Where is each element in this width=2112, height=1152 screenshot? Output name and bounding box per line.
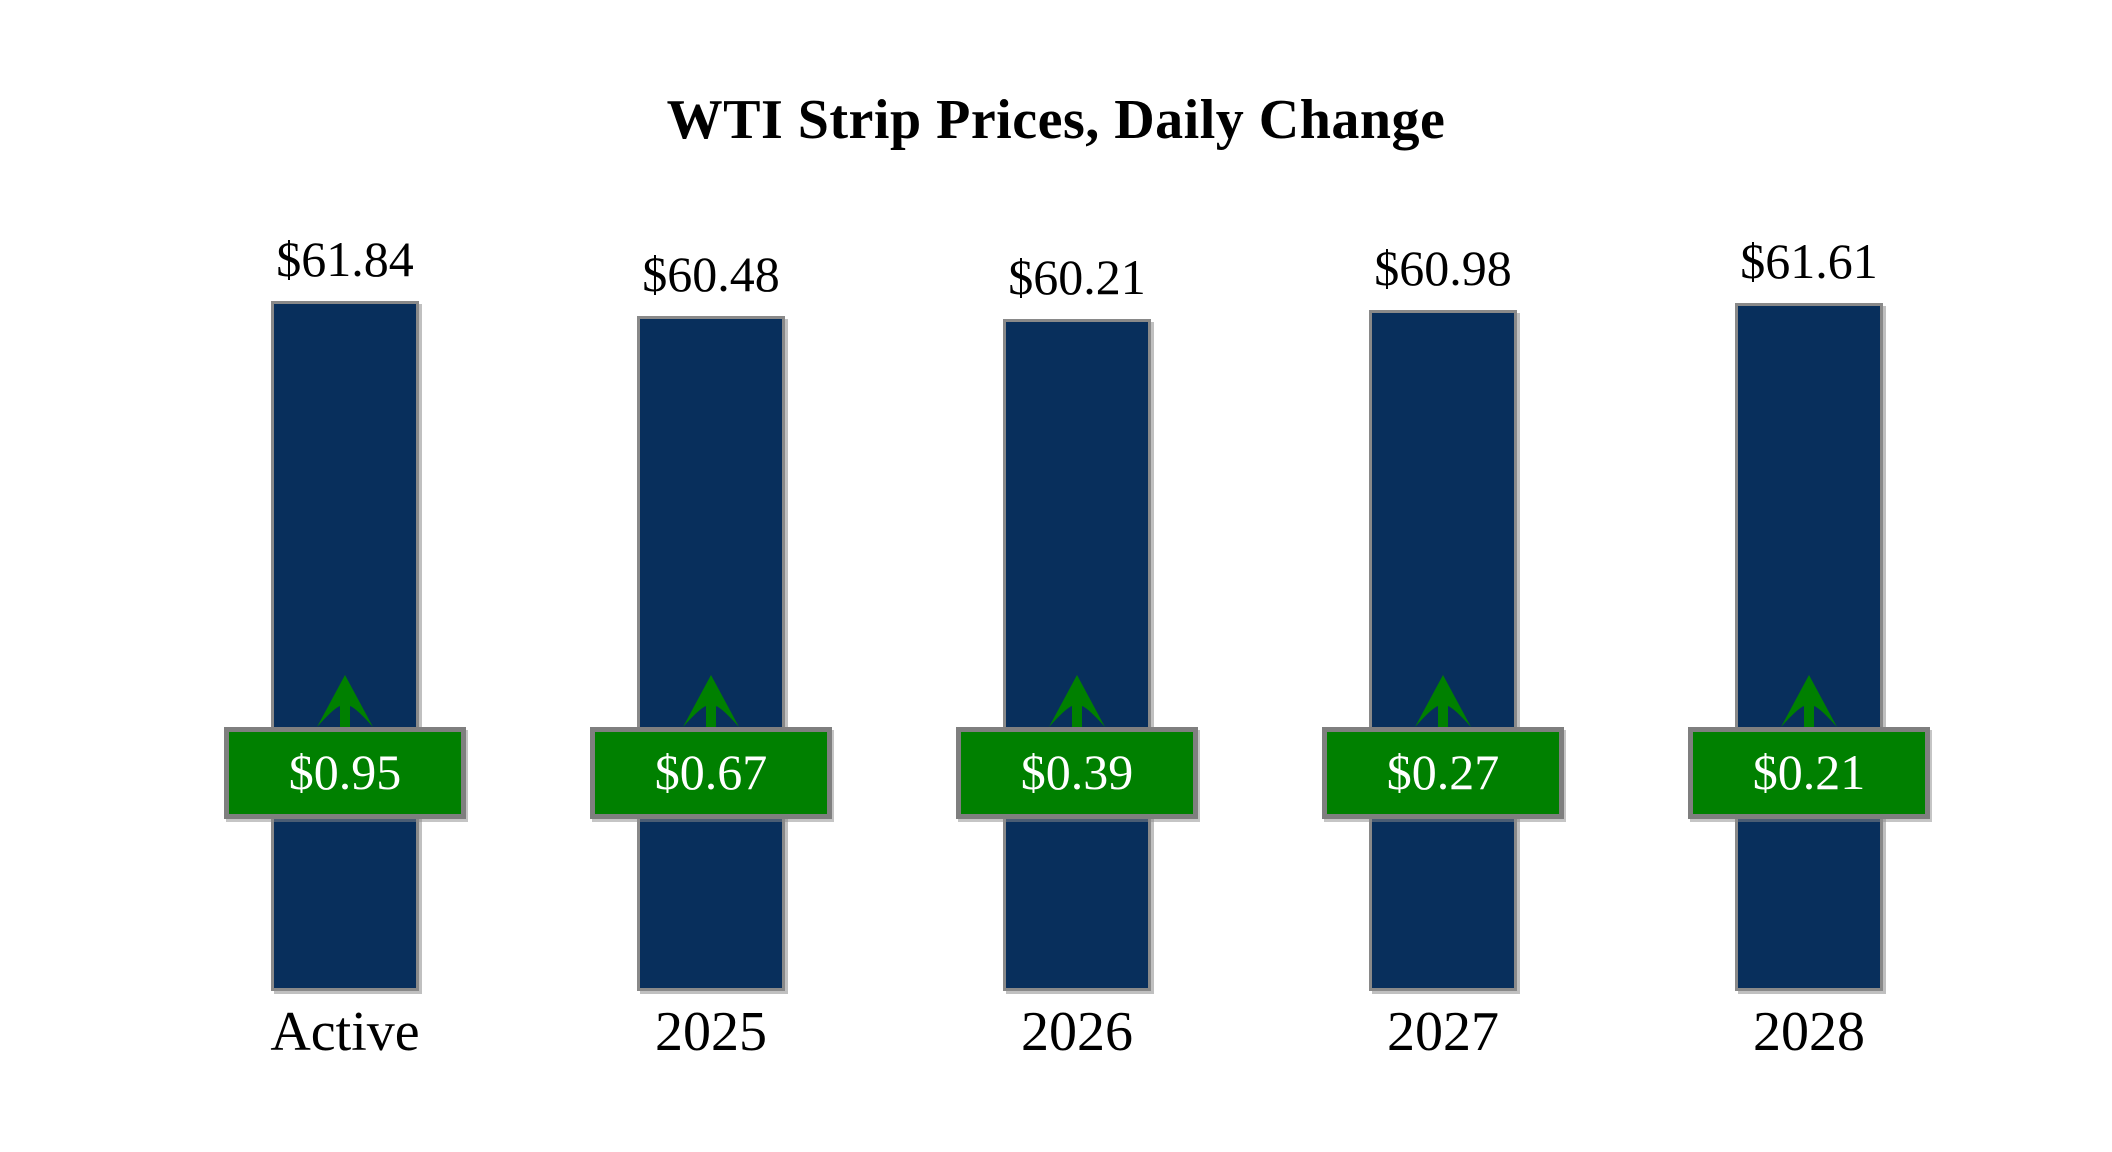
category-label: 2026 <box>1021 1001 1133 1063</box>
price-bar <box>1369 310 1517 991</box>
price-label: $60.48 <box>642 246 780 302</box>
change-badge: $0.27 <box>1322 727 1564 819</box>
change-badge: $0.39 <box>956 727 1198 819</box>
bar-column: $61.61 $0.21 2028 <box>1626 0 1992 1152</box>
price-bar <box>637 316 785 991</box>
category-label: 2027 <box>1387 1001 1499 1063</box>
price-label: $61.61 <box>1740 233 1878 289</box>
bar-column: $60.48 $0.67 2025 <box>528 0 894 1152</box>
price-bar <box>271 301 419 991</box>
change-badge: $0.21 <box>1688 727 1930 819</box>
price-bar <box>1735 303 1883 991</box>
bar-column: $60.98 $0.27 2027 <box>1260 0 1626 1152</box>
category-label: 2025 <box>655 1001 767 1063</box>
chart-title: WTI Strip Prices, Daily Change <box>666 89 1446 151</box>
change-label: $0.21 <box>1752 744 1866 800</box>
up-arrow-icon <box>1049 675 1105 731</box>
bar-column: $60.21 $0.39 2026 <box>894 0 1260 1152</box>
up-arrow-icon <box>683 675 739 731</box>
category-label: Active <box>270 1001 420 1063</box>
change-badge: $0.67 <box>590 727 832 819</box>
up-arrow-icon <box>1781 675 1837 731</box>
change-label: $0.39 <box>1020 744 1134 800</box>
change-badge: $0.95 <box>224 727 466 819</box>
price-label: $60.21 <box>1008 249 1146 305</box>
category-label: 2028 <box>1753 1001 1865 1063</box>
change-label: $0.95 <box>288 744 402 800</box>
price-bar <box>1003 319 1151 991</box>
up-arrow-icon <box>1415 675 1471 731</box>
up-arrow-icon <box>317 675 373 731</box>
bar-column: $61.84 $0.95 Active <box>162 0 528 1152</box>
change-label: $0.27 <box>1386 744 1500 800</box>
change-label: $0.67 <box>654 744 768 800</box>
price-label: $60.98 <box>1374 240 1512 296</box>
price-label: $61.84 <box>276 231 414 287</box>
